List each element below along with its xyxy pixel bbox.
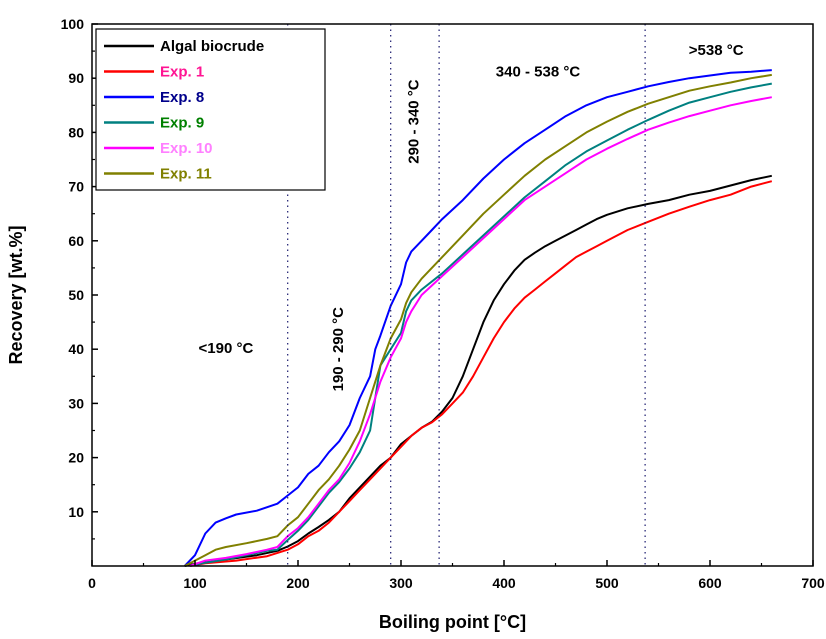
y-tick-label: 50	[68, 287, 84, 303]
x-tick-label: 500	[595, 575, 619, 591]
x-axis-ticks: 0 100 200 300 400 500 600 700	[88, 560, 825, 591]
series-line-1	[184, 174, 773, 567]
y-tick-label: 40	[68, 341, 84, 357]
series-line-3	[183, 69, 772, 567]
y-tick-label: 60	[68, 233, 84, 249]
cut-lines	[287, 24, 646, 566]
legend-entry-label: Exp. 9	[160, 115, 204, 132]
series-line-4	[189, 82, 772, 567]
region-label-4: 340 - 538 °C	[496, 64, 581, 81]
legend-entry-label: Exp. 8	[160, 89, 204, 106]
x-tick-label: 300	[389, 575, 413, 591]
series-line-6	[184, 73, 772, 567]
y-tick-label: 30	[68, 395, 84, 411]
y-tick-label: 70	[68, 179, 84, 195]
region-label-2: 190 - 290 °C	[330, 307, 347, 392]
legend-entry-label: Exp. 1	[160, 64, 204, 81]
region-label-5: >538 °C	[689, 42, 744, 59]
x-tick-label: 400	[492, 575, 516, 591]
legend: Algal biocrude Exp. 1 Exp. 8 Exp. 9 Exp. 10 E…	[95, 28, 326, 191]
x-tick-label: 600	[698, 575, 722, 591]
y-tick-label: 100	[61, 16, 85, 32]
x-tick-label: 700	[801, 575, 825, 591]
x-tick-label: 0	[88, 575, 96, 591]
x-axis-title: Boiling point [°C]	[379, 612, 526, 632]
y-tick-label: 10	[68, 504, 84, 520]
y-tick-label: 20	[68, 450, 84, 466]
x-tick-label: 200	[286, 575, 310, 591]
y-axis-ticks: 10 20 30 40 50 60 70 80 90 100	[61, 16, 98, 540]
legend-box	[95, 28, 326, 191]
x-tick-label: 100	[183, 575, 207, 591]
series-line-5	[189, 96, 772, 567]
y-tick-label: 90	[68, 70, 84, 86]
legend-entry-label: Exp. 11	[160, 166, 212, 183]
region-label-3: 290 - 340 °C	[405, 79, 422, 164]
region-labels: <190 °C 190 - 290 °C 290 - 340 °C 340 - 538…	[199, 42, 744, 391]
series-line-2	[189, 180, 773, 567]
y-axis-title: Recovery [wt.%]	[6, 225, 26, 364]
legend-entry-label: Exp. 10	[160, 140, 213, 157]
legend-entry-label: Algal biocrude	[160, 38, 264, 55]
region-label-1: <190 °C	[199, 340, 254, 357]
series-group	[183, 69, 773, 567]
y-tick-label: 80	[68, 124, 84, 140]
